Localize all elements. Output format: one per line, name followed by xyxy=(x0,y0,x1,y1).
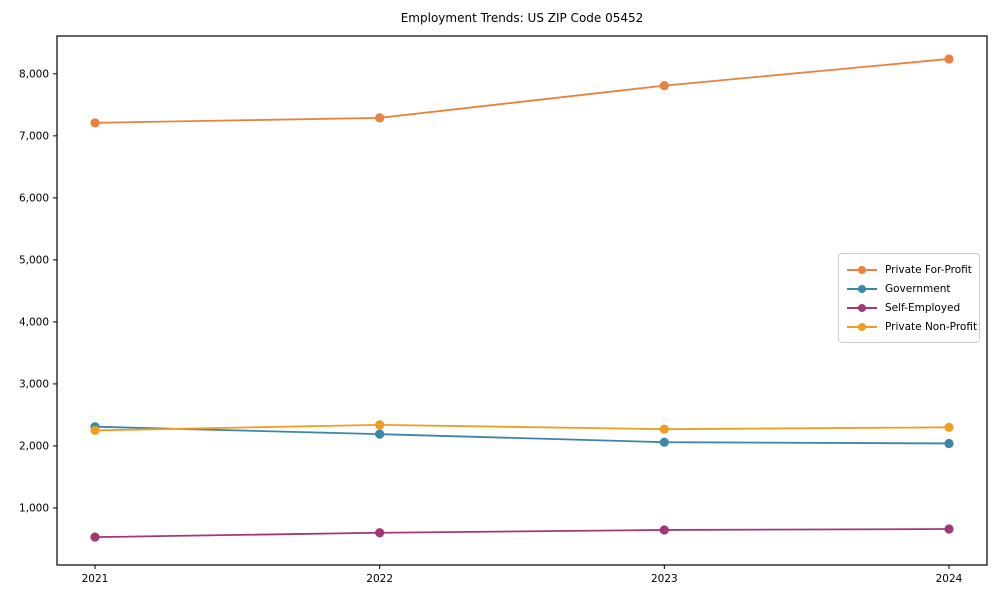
x-tick-label: 2023 xyxy=(651,573,678,585)
data-point[interactable] xyxy=(90,532,100,542)
y-tick-label: 5,000 xyxy=(19,254,49,266)
series-line-self-employed xyxy=(94,528,950,538)
series-line-private-non-profit xyxy=(94,423,950,432)
legend-item-self-employed[interactable]: Self-Employed xyxy=(847,298,971,317)
data-point[interactable] xyxy=(90,118,100,128)
legend-marker-private-for-profit xyxy=(847,265,877,275)
x-tick-label: 2022 xyxy=(366,573,393,585)
legend-marker-self-employed xyxy=(847,303,877,313)
axes-frame xyxy=(56,35,988,566)
y-tick-label: 2,000 xyxy=(19,440,49,452)
data-point[interactable] xyxy=(944,422,954,432)
x-tick-label: 2024 xyxy=(936,573,963,585)
x-tick-label: 2021 xyxy=(82,573,109,585)
data-point[interactable] xyxy=(375,528,385,538)
y-tick-label: 8,000 xyxy=(19,68,49,80)
data-point[interactable] xyxy=(90,425,100,436)
legend-item-private-non-profit[interactable]: Private Non-Profit xyxy=(847,317,977,336)
legend-item-government[interactable]: Government xyxy=(847,279,971,298)
legend-label-self-employed: Self-Employed xyxy=(885,301,961,314)
series-line-private-for-profit xyxy=(94,58,950,124)
legend-marker-private-non-profit xyxy=(847,322,877,332)
data-point[interactable] xyxy=(944,438,954,449)
y-tick-label: 3,000 xyxy=(19,378,49,390)
legend-item-private-for-profit[interactable]: Private For-Profit xyxy=(847,260,972,279)
legend-label-private-for-profit: Private For-Profit xyxy=(885,263,972,276)
legend: Private For-Profit Government Self-Emplo… xyxy=(838,253,980,343)
data-point[interactable] xyxy=(659,81,669,91)
y-tick-label: 6,000 xyxy=(19,192,49,204)
chart-title: Employment Trends: US ZIP Code 05452 xyxy=(400,11,644,25)
data-point[interactable] xyxy=(375,429,385,439)
data-point[interactable] xyxy=(944,524,954,534)
data-point[interactable] xyxy=(659,525,669,535)
legend-label-government: Government xyxy=(885,282,951,295)
legend-label-private-non-profit: Private Non-Profit xyxy=(885,320,978,333)
y-tick-label: 7,000 xyxy=(19,130,49,142)
legend-marker-government xyxy=(847,284,877,294)
data-point[interactable] xyxy=(375,113,385,123)
data-point[interactable] xyxy=(375,420,385,430)
data-point[interactable] xyxy=(659,424,669,434)
data-point[interactable] xyxy=(944,54,954,64)
y-tick-label: 4,000 xyxy=(19,316,49,328)
data-point[interactable] xyxy=(659,437,669,447)
y-tick-label: 1,000 xyxy=(19,502,49,514)
series-line-government xyxy=(94,425,950,445)
